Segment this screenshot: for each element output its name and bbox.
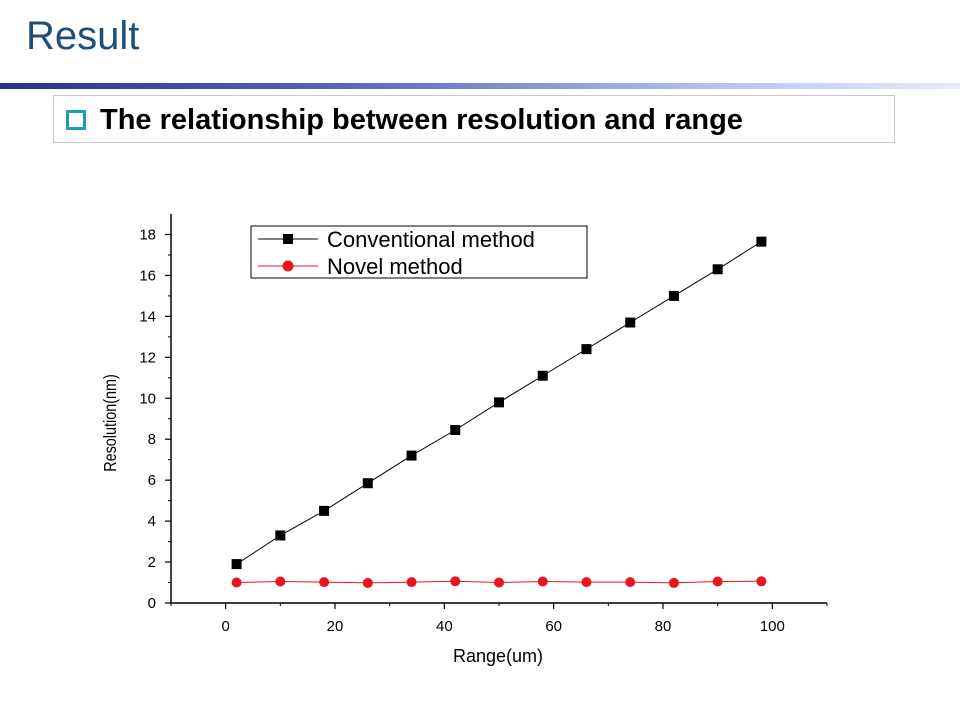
x-axis-title: Range(um) bbox=[453, 646, 543, 666]
x-tick-label: 20 bbox=[327, 618, 344, 635]
data-point-square bbox=[537, 370, 548, 381]
data-point-circle bbox=[362, 577, 373, 588]
y-tick-label: 6 bbox=[148, 472, 156, 489]
data-point-square bbox=[319, 505, 330, 516]
data-point-square bbox=[494, 397, 504, 408]
x-tick-label: 60 bbox=[545, 618, 562, 635]
data-point-square bbox=[581, 344, 592, 355]
y-tick-label: 10 bbox=[139, 390, 156, 407]
y-tick-label: 8 bbox=[148, 431, 156, 448]
data-point-square bbox=[450, 424, 461, 435]
data-point-circle bbox=[406, 577, 417, 588]
data-point-square bbox=[668, 290, 679, 301]
y-tick-label: 4 bbox=[148, 513, 156, 530]
data-point-circle bbox=[450, 576, 461, 587]
legend-label: Novel method bbox=[327, 254, 463, 279]
legend-label: Conventional method bbox=[327, 227, 535, 252]
y-tick-label: 18 bbox=[139, 226, 156, 243]
data-point-circle bbox=[581, 577, 592, 588]
data-point-square bbox=[406, 450, 417, 461]
data-point-circle bbox=[625, 577, 636, 588]
x-tick-label: 0 bbox=[221, 618, 229, 635]
x-tick-label: 80 bbox=[655, 618, 672, 635]
data-point-circle bbox=[712, 576, 723, 587]
data-point-circle bbox=[537, 576, 548, 587]
slide-title: Result bbox=[26, 14, 140, 58]
data-point-circle bbox=[275, 576, 286, 587]
data-point-square bbox=[275, 530, 286, 541]
legend-marker-square bbox=[283, 234, 293, 244]
data-point-square bbox=[756, 236, 767, 247]
legend-marker-circle bbox=[282, 260, 294, 272]
y-tick-label: 0 bbox=[148, 595, 156, 612]
data-point-circle bbox=[319, 577, 330, 588]
data-point-square bbox=[712, 264, 723, 275]
y-tick-label: 16 bbox=[139, 267, 156, 284]
data-point-circle bbox=[231, 577, 242, 588]
data-point-circle bbox=[756, 576, 767, 587]
square-bullet-icon bbox=[66, 110, 86, 130]
data-point-square bbox=[362, 478, 373, 489]
legend-box bbox=[250, 225, 588, 279]
chart-series bbox=[231, 236, 767, 588]
data-point-square bbox=[625, 317, 636, 328]
title-divider-bar bbox=[0, 83, 960, 89]
y-tick-label: 12 bbox=[139, 349, 156, 366]
data-point-square bbox=[231, 559, 242, 570]
y-tick-label: 2 bbox=[148, 554, 156, 571]
y-tick-label: 14 bbox=[139, 308, 156, 325]
heading-box: The relationship between resolution and … bbox=[53, 95, 895, 143]
data-point-circle bbox=[494, 577, 504, 588]
x-tick-label: 40 bbox=[436, 618, 453, 635]
slide-heading: The relationship between resolution and … bbox=[100, 104, 743, 136]
chart-axes: 0 2 4 6 8 10 12 14 16 18 0 20 40 60 80 100 Range(um) Reso… bbox=[101, 214, 828, 666]
data-point-circle bbox=[668, 577, 679, 588]
x-tick-label: 100 bbox=[760, 618, 785, 635]
y-axis-title: Resolution(nm) bbox=[101, 374, 121, 472]
